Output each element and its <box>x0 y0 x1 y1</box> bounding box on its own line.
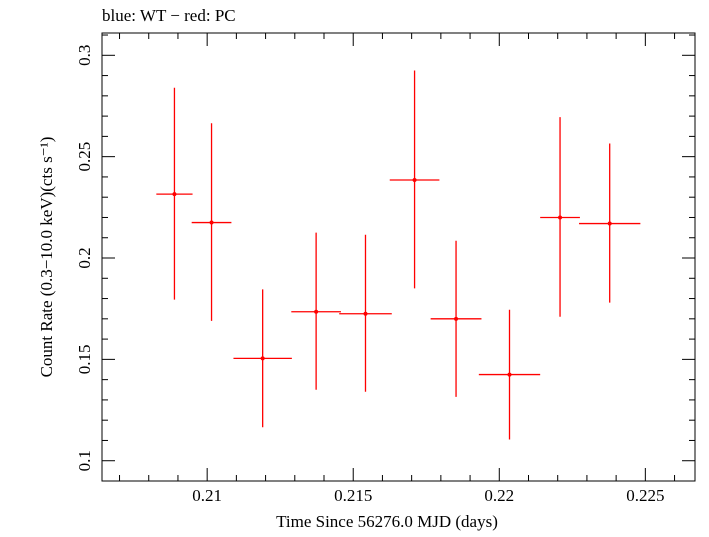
data-marker <box>363 311 368 316</box>
data-marker <box>507 372 512 377</box>
data-point <box>389 70 440 289</box>
y-tick-label: 0.2 <box>75 247 94 268</box>
data-point <box>540 117 580 317</box>
plot-frame <box>101 32 696 482</box>
y-tick-label: 0.15 <box>75 344 94 374</box>
data-marker <box>607 221 612 226</box>
chart-title: blue: WT − red: PC <box>102 6 236 25</box>
x-tick-label: 0.215 <box>334 486 372 505</box>
data-layer <box>156 70 641 440</box>
data-point <box>430 240 482 397</box>
data-marker <box>412 177 417 182</box>
data-point <box>156 87 193 300</box>
data-point <box>191 123 232 321</box>
data-point <box>478 309 541 440</box>
x-tick-label: 0.21 <box>192 486 222 505</box>
data-marker <box>260 356 265 361</box>
x-tick-label: 0.22 <box>484 486 514 505</box>
data-point <box>579 143 641 303</box>
data-marker <box>172 192 177 197</box>
y-tick-label: 0.3 <box>75 45 94 66</box>
y-tick-label: 0.25 <box>75 142 94 172</box>
x-tick-label: 0.225 <box>626 486 664 505</box>
tick-labels-layer: 0.21 0.215 0.22 0.225 0.1 0.15 0.2 0.25 0.3 <box>75 45 664 505</box>
ticks-layer <box>102 33 695 482</box>
data-marker <box>558 215 563 220</box>
data-point <box>291 232 341 390</box>
data-marker <box>454 316 459 321</box>
data-marker <box>314 309 319 314</box>
y-axis-label: Count Rate (0.3−10.0 keV)(cts s⁻¹) <box>37 137 56 378</box>
y-tick-label: 0.1 <box>75 450 94 471</box>
x-axis-label: Time Since 56276.0 MJD (days) <box>276 512 498 531</box>
data-point <box>233 289 292 428</box>
data-point <box>339 234 392 392</box>
data-marker <box>209 220 214 225</box>
